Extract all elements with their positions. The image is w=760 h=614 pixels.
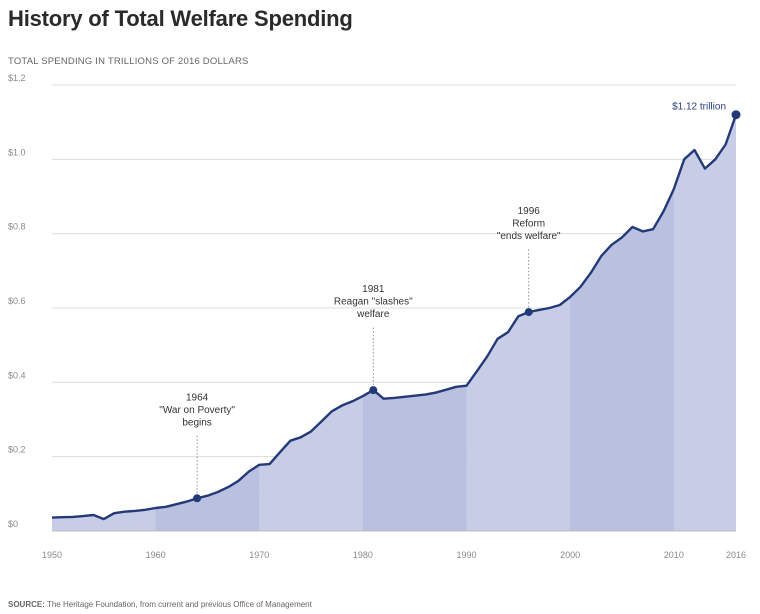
source-text: The Heritage Foundation, from current an… xyxy=(46,600,312,609)
decade-band xyxy=(362,385,467,531)
chart-subtitle: TOTAL SPENDING IN TRILLIONS OF 2016 DOLL… xyxy=(8,56,249,67)
x-tick-label: 1970 xyxy=(249,550,269,560)
y-tick-label: $0.4 xyxy=(8,370,26,380)
annotation-label: 1996 xyxy=(518,206,541,217)
y-tick-label: $0 xyxy=(8,519,18,529)
y-tick-label: $1.2 xyxy=(8,73,26,83)
y-tick-label: $0.2 xyxy=(8,445,26,455)
x-tick-label: 2000 xyxy=(560,550,580,560)
annotation-label: "ends welfare" xyxy=(497,231,561,242)
annotation-point xyxy=(193,494,202,503)
annotation-label: Reagan "slashes" xyxy=(334,297,413,308)
x-tick-label: 1950 xyxy=(42,550,62,560)
x-tick-label: 2010 xyxy=(664,550,684,560)
spending-area xyxy=(52,114,736,531)
source-label: SOURCE: xyxy=(8,600,45,609)
y-tick-label: $0.6 xyxy=(8,296,26,306)
annotation-label: 1981 xyxy=(362,284,385,295)
annotation-label: "War on Poverty" xyxy=(159,405,235,416)
annotation-label: begins xyxy=(182,417,211,428)
end-value-label: $1.12 trillion xyxy=(672,102,726,113)
decade-band xyxy=(155,464,260,531)
x-tick-label: 2016 xyxy=(726,550,746,560)
spending-line xyxy=(51,114,738,521)
decade-band xyxy=(570,189,674,531)
end-point xyxy=(731,110,741,120)
annotation-label: 1964 xyxy=(186,392,209,403)
source-note: SOURCE: The Heritage Foundation, from cu… xyxy=(8,600,312,609)
chart-title: History of Total Welfare Spending xyxy=(8,6,353,31)
y-tick-label: $1.0 xyxy=(8,147,26,157)
annotation-label: welfare xyxy=(356,309,390,320)
y-tick-label: $0.8 xyxy=(8,222,26,232)
x-tick-label: 1990 xyxy=(457,550,477,560)
welfare-spending-chart: $0 $0.2 $0.4 $0.6 $0.8 $1.0 $1.2 1950 1960 1970 19… xyxy=(8,73,746,560)
x-tick-label: 1980 xyxy=(353,550,373,560)
annotation-point xyxy=(369,386,378,395)
annotation-label: Reform xyxy=(512,219,545,230)
annotation-point xyxy=(524,308,533,317)
x-tick-label: 1960 xyxy=(146,550,166,560)
